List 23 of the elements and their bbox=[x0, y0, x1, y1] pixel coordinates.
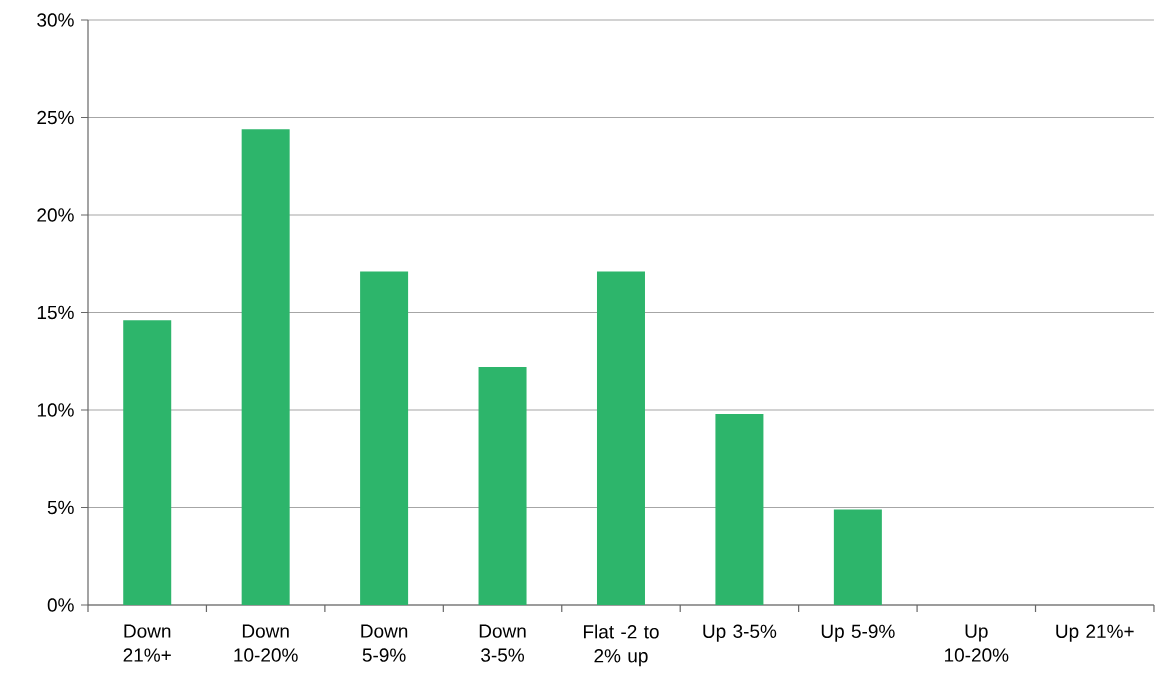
x-tick-label: Up 3-5% bbox=[703, 624, 777, 642]
y-tick-label: 5% bbox=[47, 500, 74, 515]
bar bbox=[123, 320, 172, 605]
x-tick-label: Down 3-5% bbox=[479, 624, 526, 662]
x-tick-label: Down 5-9% bbox=[361, 624, 408, 662]
x-tick-label: Up 21%+ bbox=[1056, 624, 1134, 642]
x-tick-label: Down 21%+ bbox=[123, 624, 171, 662]
y-tick-label: 30% bbox=[37, 13, 74, 27]
bar bbox=[478, 367, 527, 605]
bar bbox=[715, 413, 764, 605]
bar bbox=[241, 129, 290, 605]
y-tick-label: 15% bbox=[37, 305, 74, 320]
bar bbox=[833, 509, 882, 605]
x-tick-label: Flat -2 to 2% up bbox=[584, 624, 659, 667]
y-tick-label: 0% bbox=[47, 598, 74, 612]
y-tick-label: 10% bbox=[37, 403, 74, 417]
x-tick-label: Up 10-20% bbox=[945, 624, 1009, 662]
y-tick-label: 25% bbox=[37, 110, 74, 125]
bar bbox=[360, 271, 409, 605]
x-tick-label: Up 5-9% bbox=[821, 624, 895, 642]
x-tick-label: Down 10-20% bbox=[234, 624, 298, 662]
bar bbox=[596, 271, 645, 605]
y-tick-label: 20% bbox=[37, 208, 74, 222]
